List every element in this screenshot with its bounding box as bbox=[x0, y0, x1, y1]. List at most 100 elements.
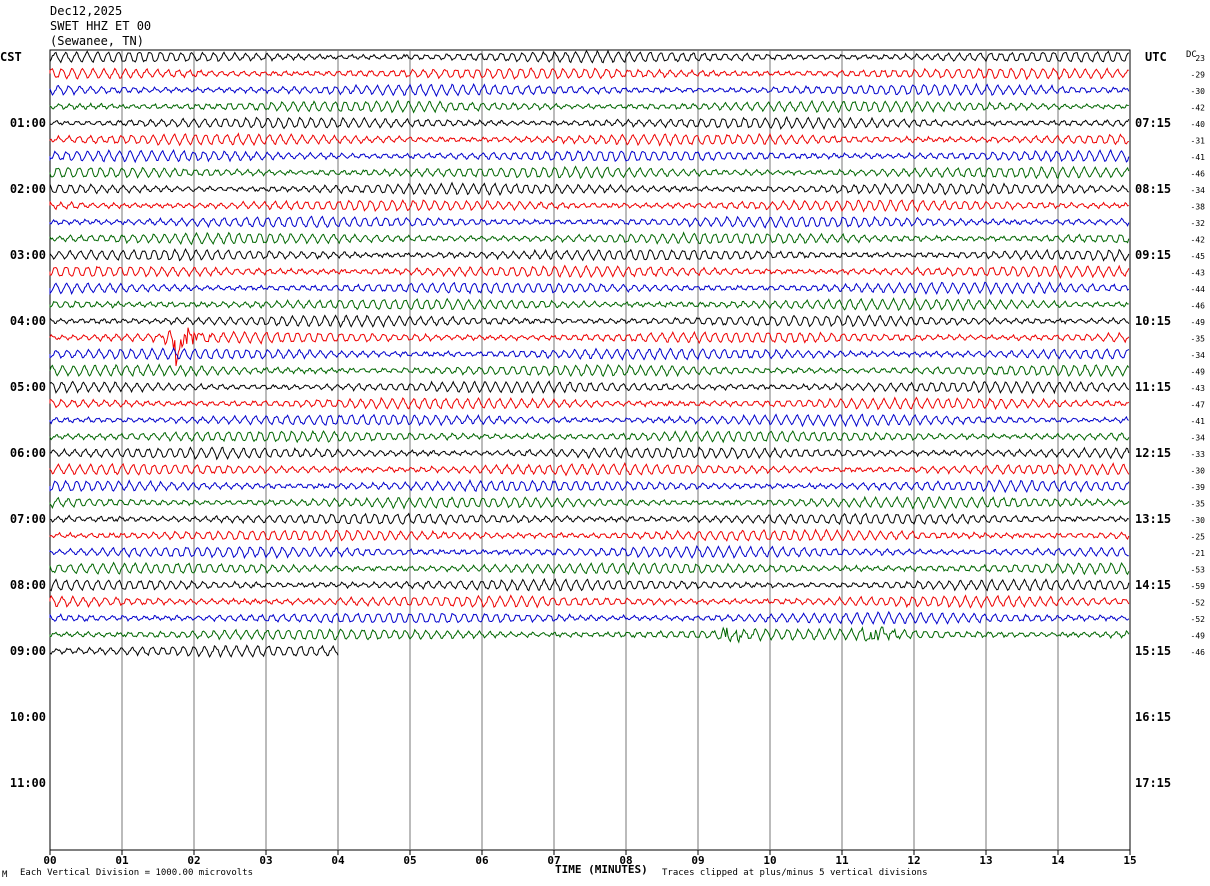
right-hour-label: 11:15 bbox=[1135, 380, 1171, 394]
x-tick-label: 14 bbox=[1051, 854, 1065, 867]
left-hour-label: 09:00 bbox=[10, 644, 46, 658]
dc-offset-value: -43 bbox=[1191, 269, 1206, 278]
dc-offset-value: -21 bbox=[1191, 549, 1206, 558]
x-tick-label: 03 bbox=[259, 854, 272, 867]
dc-offset-value: -46 bbox=[1191, 648, 1206, 657]
dc-offset-value: -53 bbox=[1191, 566, 1206, 575]
seismic-trace bbox=[49, 132, 1130, 147]
dc-offset-value: 23 bbox=[1195, 54, 1205, 63]
vertical-division-note: Each Vertical Division = 1000.00 microvo… bbox=[20, 868, 253, 878]
seismic-trace bbox=[49, 446, 1130, 461]
left-hour-label: 10:00 bbox=[10, 710, 46, 724]
dc-offset-value: -30 bbox=[1191, 87, 1206, 96]
seismic-trace bbox=[49, 327, 1130, 367]
left-hour-labels: 01:00 02:00 03:00 04:00 05:00 06:00 07:00 08:00… bbox=[10, 116, 46, 790]
dc-offset-value: -44 bbox=[1191, 285, 1206, 294]
right-hour-label: 16:15 bbox=[1135, 710, 1171, 724]
x-tick-label: 00 bbox=[43, 854, 56, 867]
x-tick-label: 15 bbox=[1123, 854, 1136, 867]
dc-offset-labels: 23 -29 -30 -42 -40 -31 -41 -46 -34 -38 -32 -42 -45 -4… bbox=[1191, 54, 1206, 657]
seismic-trace bbox=[49, 396, 1130, 411]
dc-offset-value: -30 bbox=[1191, 516, 1206, 525]
x-tick-label: 05 bbox=[403, 854, 416, 867]
seismic-trace bbox=[49, 314, 1130, 329]
seismic-trace bbox=[49, 165, 1130, 180]
station-location: (Sewanee, TN) bbox=[50, 34, 144, 48]
dc-offset-value: -52 bbox=[1191, 615, 1206, 624]
scale-mark: M bbox=[2, 870, 8, 880]
seismic-trace bbox=[49, 148, 1130, 164]
left-hour-label: 02:00 bbox=[10, 182, 46, 196]
station-code: SWET HHZ ET 00 bbox=[50, 19, 152, 33]
seismic-trace bbox=[49, 264, 1130, 279]
x-tick-label: 10 bbox=[763, 854, 776, 867]
right-hour-label: 17:15 bbox=[1135, 776, 1171, 790]
x-tick-label: 08 bbox=[619, 854, 632, 867]
x-tick-label: 11 bbox=[835, 854, 849, 867]
left-timezone-label: CST bbox=[0, 50, 22, 64]
dc-offset-value: -42 bbox=[1191, 104, 1206, 113]
dc-offset-value: -49 bbox=[1191, 632, 1206, 641]
dc-offset-value: -46 bbox=[1191, 170, 1206, 179]
dc-offset-value: -49 bbox=[1191, 318, 1206, 327]
right-hour-label: 13:15 bbox=[1135, 512, 1171, 526]
seismic-trace bbox=[49, 181, 1129, 196]
seismic-trace bbox=[49, 363, 1130, 378]
dc-offset-value: -41 bbox=[1191, 153, 1206, 162]
x-tick-label: 13 bbox=[979, 854, 992, 867]
x-tick-label: 07 bbox=[547, 854, 560, 867]
dc-offset-value: -29 bbox=[1191, 71, 1206, 80]
seismic-trace bbox=[49, 413, 1129, 428]
dc-offset-value: -46 bbox=[1191, 302, 1206, 311]
left-hour-label: 01:00 bbox=[10, 116, 46, 130]
dc-offset-value: -47 bbox=[1191, 401, 1206, 410]
right-hour-label: 10:15 bbox=[1135, 314, 1171, 328]
seismic-trace bbox=[49, 610, 1130, 626]
dc-header-label: DC bbox=[1186, 50, 1197, 60]
dc-offset-value: -35 bbox=[1191, 335, 1206, 344]
left-hour-label: 07:00 bbox=[10, 512, 46, 526]
seismic-trace bbox=[49, 594, 1130, 609]
seismic-traces bbox=[49, 49, 1130, 659]
seismic-trace bbox=[49, 644, 339, 659]
seismic-trace bbox=[49, 512, 1130, 526]
seismic-trace bbox=[49, 380, 1130, 395]
x-axis-title: TIME (MINUTES) bbox=[555, 863, 648, 876]
dc-offset-value: -31 bbox=[1191, 137, 1206, 146]
dc-offset-value: -30 bbox=[1191, 467, 1206, 476]
dc-offset-value: -33 bbox=[1191, 450, 1206, 459]
dc-offset-value: -43 bbox=[1191, 384, 1206, 393]
plot-frame bbox=[49, 49, 1131, 851]
left-hour-label: 05:00 bbox=[10, 380, 46, 394]
seismic-trace bbox=[49, 626, 1130, 644]
seismic-trace bbox=[49, 115, 1130, 131]
right-hour-label: 09:15 bbox=[1135, 248, 1171, 262]
seismic-trace bbox=[49, 544, 1129, 560]
dc-offset-value: -25 bbox=[1191, 533, 1206, 542]
x-tick-label: 09 bbox=[691, 854, 704, 867]
left-hour-label: 04:00 bbox=[10, 314, 46, 328]
right-hour-label: 14:15 bbox=[1135, 578, 1171, 592]
seismic-trace bbox=[49, 561, 1130, 576]
right-hour-labels: 07:15 08:15 09:15 10:15 11:15 12:15 13:15 14:15… bbox=[1135, 116, 1171, 790]
dc-offset-value: -49 bbox=[1191, 368, 1206, 377]
dc-offset-value: -34 bbox=[1191, 351, 1206, 360]
x-tick-label: 01 bbox=[115, 854, 129, 867]
seismic-trace bbox=[49, 528, 1130, 543]
seismic-trace bbox=[49, 577, 1130, 592]
left-hour-label: 08:00 bbox=[10, 578, 46, 592]
x-tick-label: 02 bbox=[187, 854, 200, 867]
dc-offset-value: -34 bbox=[1191, 186, 1206, 195]
right-hour-label: 15:15 bbox=[1135, 644, 1171, 658]
right-hour-label: 12:15 bbox=[1135, 446, 1171, 460]
dc-offset-value: -42 bbox=[1191, 236, 1206, 245]
left-hour-label: 06:00 bbox=[10, 446, 46, 460]
right-timezone-label: UTC bbox=[1145, 50, 1167, 64]
dc-offset-value: -59 bbox=[1191, 582, 1206, 591]
dc-offset-value: -40 bbox=[1191, 120, 1206, 129]
seismic-trace bbox=[49, 495, 1130, 510]
seismic-trace bbox=[49, 99, 1129, 114]
recording-date: Dec12,2025 bbox=[50, 4, 123, 18]
dc-offset-value: -45 bbox=[1191, 252, 1206, 261]
